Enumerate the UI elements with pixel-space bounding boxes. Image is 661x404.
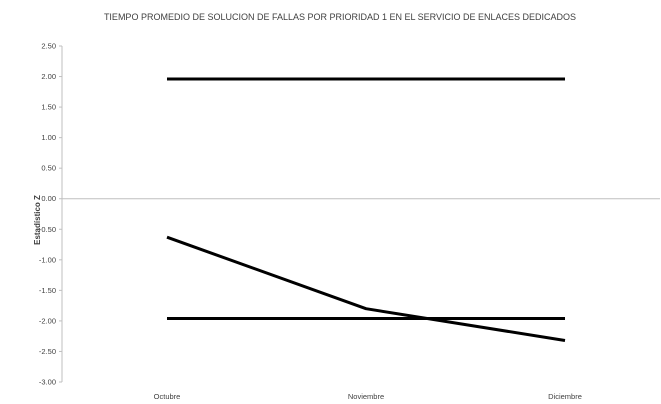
y-tick-label: -2.00 (39, 316, 56, 325)
chart-title: TIEMPO PROMEDIO DE SOLUCION DE FALLAS PO… (104, 12, 576, 22)
y-tick-label: -0.50 (39, 225, 56, 234)
x-tick-label: Octubre (154, 392, 181, 401)
y-tick-label: 0.50 (41, 164, 56, 173)
series-line-1 (166, 235, 566, 342)
y-tick-label: 1.50 (41, 103, 56, 112)
y-tick-label: 2.50 (41, 42, 56, 51)
y-tick-label: 1.00 (41, 133, 56, 142)
series-layer (166, 77, 566, 342)
x-tick-label: Noviembre (348, 392, 384, 401)
y-axis-title: Estadístico Z (33, 195, 42, 245)
y-tick-label: 0.00 (41, 194, 56, 203)
x-tick-label: Diciembre (548, 392, 582, 401)
y-tick-label: -2.50 (39, 347, 56, 356)
y-tick-label: -3.00 (39, 378, 56, 387)
y-tick-label: -1.50 (39, 286, 56, 295)
y-tick-label: 2.00 (41, 72, 56, 81)
y-tick-label: -1.00 (39, 255, 56, 264)
axis-layer: 2.50 2.00 1.50 1.00 0.50 0.00 -0.50 -1.00 -1.50 -… (39, 42, 660, 401)
